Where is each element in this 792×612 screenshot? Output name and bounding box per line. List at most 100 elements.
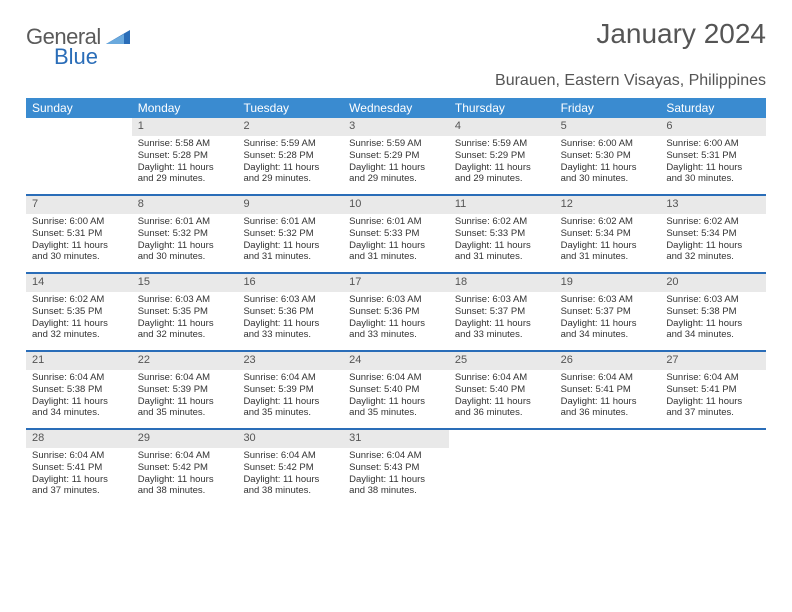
day-number: 1 (132, 118, 238, 136)
daylight-line: and 36 minutes. (561, 407, 655, 419)
calendar-day-cell: 27Sunrise: 6:04 AMSunset: 5:41 PMDayligh… (660, 352, 766, 428)
sunrise-line: Sunrise: 6:00 AM (561, 138, 655, 150)
day-content: Sunrise: 6:02 AMSunset: 5:34 PMDaylight:… (660, 214, 766, 268)
daylight-line: Daylight: 11 hours (455, 318, 549, 330)
daylight-line: Daylight: 11 hours (666, 240, 760, 252)
sunset-line: Sunset: 5:33 PM (349, 228, 443, 240)
sunrise-line: Sunrise: 6:01 AM (243, 216, 337, 228)
calendar-day-cell: 9Sunrise: 6:01 AMSunset: 5:32 PMDaylight… (237, 196, 343, 272)
day-number: 26 (555, 352, 661, 370)
calendar-body: 1Sunrise: 5:58 AMSunset: 5:28 PMDaylight… (26, 118, 766, 506)
dayhead-fri: Friday (555, 98, 661, 118)
day-content: Sunrise: 6:01 AMSunset: 5:32 PMDaylight:… (237, 214, 343, 268)
day-number: 2 (237, 118, 343, 136)
dayhead-thu: Thursday (449, 98, 555, 118)
dayhead-tue: Tuesday (237, 98, 343, 118)
calendar-week-row: 14Sunrise: 6:02 AMSunset: 5:35 PMDayligh… (26, 272, 766, 350)
daylight-line: and 36 minutes. (455, 407, 549, 419)
day-content: Sunrise: 6:04 AMSunset: 5:42 PMDaylight:… (237, 448, 343, 502)
daylight-line: and 34 minutes. (561, 329, 655, 341)
day-content: Sunrise: 6:03 AMSunset: 5:37 PMDaylight:… (555, 292, 661, 346)
daylight-line: and 33 minutes. (243, 329, 337, 341)
daylight-line: and 30 minutes. (138, 251, 232, 263)
day-content: Sunrise: 6:03 AMSunset: 5:38 PMDaylight:… (660, 292, 766, 346)
dayhead-sun: Sunday (26, 98, 132, 118)
sunset-line: Sunset: 5:41 PM (666, 384, 760, 396)
sunrise-line: Sunrise: 6:03 AM (455, 294, 549, 306)
sunset-line: Sunset: 5:30 PM (561, 150, 655, 162)
daylight-line: and 38 minutes. (349, 485, 443, 497)
sunset-line: Sunset: 5:39 PM (243, 384, 337, 396)
dayhead-sat: Saturday (660, 98, 766, 118)
daylight-line: Daylight: 11 hours (32, 240, 126, 252)
daylight-line: Daylight: 11 hours (243, 162, 337, 174)
daylight-line: Daylight: 11 hours (349, 240, 443, 252)
day-number: 11 (449, 196, 555, 214)
daylight-line: and 37 minutes. (32, 485, 126, 497)
daylight-line: and 29 minutes. (138, 173, 232, 185)
sunset-line: Sunset: 5:41 PM (32, 462, 126, 474)
day-content: Sunrise: 6:03 AMSunset: 5:35 PMDaylight:… (132, 292, 238, 346)
calendar-day-cell: 12Sunrise: 6:02 AMSunset: 5:34 PMDayligh… (555, 196, 661, 272)
day-number: 5 (555, 118, 661, 136)
sunset-line: Sunset: 5:31 PM (666, 150, 760, 162)
calendar-day-cell: 11Sunrise: 6:02 AMSunset: 5:33 PMDayligh… (449, 196, 555, 272)
day-content: Sunrise: 6:04 AMSunset: 5:41 PMDaylight:… (26, 448, 132, 502)
sunrise-line: Sunrise: 6:04 AM (349, 372, 443, 384)
daylight-line: and 30 minutes. (32, 251, 126, 263)
day-number: 31 (343, 430, 449, 448)
sunrise-line: Sunrise: 6:03 AM (349, 294, 443, 306)
sunset-line: Sunset: 5:34 PM (666, 228, 760, 240)
day-content: Sunrise: 5:59 AMSunset: 5:29 PMDaylight:… (449, 136, 555, 190)
calendar-week-row: 7Sunrise: 6:00 AMSunset: 5:31 PMDaylight… (26, 194, 766, 272)
day-number: 12 (555, 196, 661, 214)
day-number (449, 430, 555, 448)
day-number: 4 (449, 118, 555, 136)
day-number: 18 (449, 274, 555, 292)
calendar-day-cell: 24Sunrise: 6:04 AMSunset: 5:40 PMDayligh… (343, 352, 449, 428)
calendar-day-cell (660, 430, 766, 506)
sunrise-line: Sunrise: 6:03 AM (243, 294, 337, 306)
daylight-line: and 30 minutes. (561, 173, 655, 185)
daylight-line: and 31 minutes. (455, 251, 549, 263)
daylight-line: and 29 minutes. (243, 173, 337, 185)
daylight-line: Daylight: 11 hours (666, 396, 760, 408)
day-content: Sunrise: 5:59 AMSunset: 5:29 PMDaylight:… (343, 136, 449, 190)
sunrise-line: Sunrise: 6:02 AM (32, 294, 126, 306)
sunrise-line: Sunrise: 6:04 AM (666, 372, 760, 384)
sunset-line: Sunset: 5:29 PM (455, 150, 549, 162)
day-content: Sunrise: 6:03 AMSunset: 5:37 PMDaylight:… (449, 292, 555, 346)
sunrise-line: Sunrise: 6:02 AM (561, 216, 655, 228)
daylight-line: Daylight: 11 hours (561, 162, 655, 174)
sunrise-line: Sunrise: 5:59 AM (349, 138, 443, 150)
sunrise-line: Sunrise: 6:02 AM (455, 216, 549, 228)
daylight-line: Daylight: 11 hours (243, 318, 337, 330)
sunrise-line: Sunrise: 6:04 AM (243, 450, 337, 462)
day-content: Sunrise: 6:01 AMSunset: 5:32 PMDaylight:… (132, 214, 238, 268)
daylight-line: and 38 minutes. (138, 485, 232, 497)
calendar-day-cell: 10Sunrise: 6:01 AMSunset: 5:33 PMDayligh… (343, 196, 449, 272)
calendar-day-cell: 25Sunrise: 6:04 AMSunset: 5:40 PMDayligh… (449, 352, 555, 428)
daylight-line: Daylight: 11 hours (561, 240, 655, 252)
daylight-line: Daylight: 11 hours (561, 318, 655, 330)
day-content: Sunrise: 6:04 AMSunset: 5:41 PMDaylight:… (660, 370, 766, 424)
sunset-line: Sunset: 5:36 PM (349, 306, 443, 318)
day-content: Sunrise: 6:04 AMSunset: 5:41 PMDaylight:… (555, 370, 661, 424)
day-content: Sunrise: 6:00 AMSunset: 5:30 PMDaylight:… (555, 136, 661, 190)
sunset-line: Sunset: 5:35 PM (138, 306, 232, 318)
calendar-day-cell: 17Sunrise: 6:03 AMSunset: 5:36 PMDayligh… (343, 274, 449, 350)
sunrise-line: Sunrise: 6:01 AM (349, 216, 443, 228)
calendar-day-cell: 18Sunrise: 6:03 AMSunset: 5:37 PMDayligh… (449, 274, 555, 350)
daylight-line: and 34 minutes. (32, 407, 126, 419)
daylight-line: and 33 minutes. (349, 329, 443, 341)
day-content: Sunrise: 6:04 AMSunset: 5:38 PMDaylight:… (26, 370, 132, 424)
day-number: 16 (237, 274, 343, 292)
daylight-line: and 29 minutes. (455, 173, 549, 185)
daylight-line: Daylight: 11 hours (455, 162, 549, 174)
sunrise-line: Sunrise: 6:01 AM (138, 216, 232, 228)
daylight-line: Daylight: 11 hours (243, 474, 337, 486)
day-content: Sunrise: 6:04 AMSunset: 5:39 PMDaylight:… (237, 370, 343, 424)
day-number: 15 (132, 274, 238, 292)
day-content: Sunrise: 5:58 AMSunset: 5:28 PMDaylight:… (132, 136, 238, 190)
sunrise-line: Sunrise: 6:03 AM (561, 294, 655, 306)
